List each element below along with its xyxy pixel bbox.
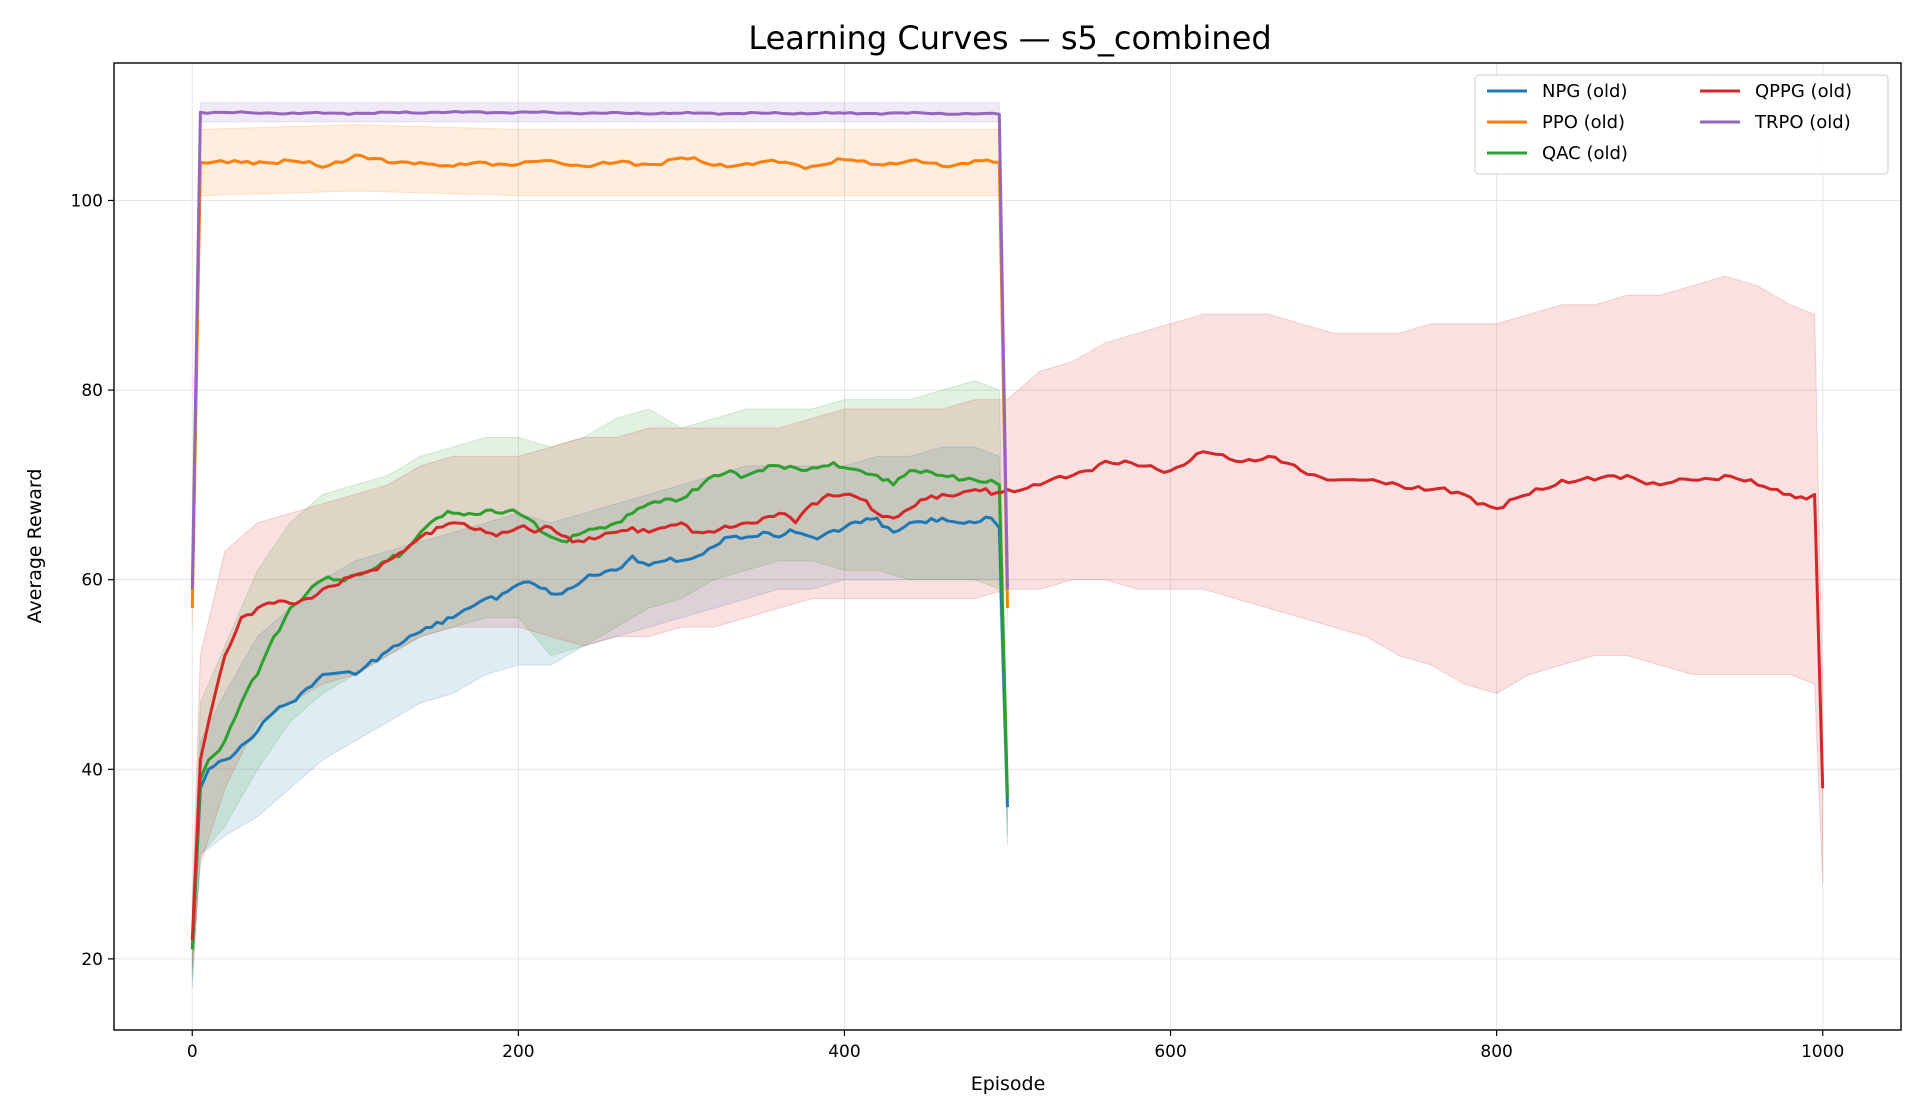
- line-trpo-old: [190, 110, 1009, 590]
- legend-label: TRPO (old): [1754, 112, 1851, 133]
- x-tick-label: 800: [1480, 1042, 1512, 1062]
- band-qppg-old: [191, 275, 1824, 969]
- line-ppo-old: [190, 153, 1009, 609]
- line-qac-old: [190, 461, 1009, 950]
- y-tick-label: 80: [81, 381, 103, 401]
- series-lines: [190, 110, 1825, 950]
- line-qppg-old: [190, 450, 1825, 940]
- x-axis-label: Episode: [971, 1073, 1046, 1095]
- y-tick-label: 100: [71, 191, 103, 211]
- y-tick-label: 60: [81, 571, 103, 591]
- line-npg-old: [190, 515, 1009, 950]
- band-qac-old: [191, 380, 1008, 978]
- legend: NPG (old) PPO (old) QAC (old) QPPG (old) TRP…: [1474, 74, 1889, 175]
- grid-layer: [114, 63, 1901, 1030]
- x-tick-label: 400: [828, 1042, 860, 1062]
- x-tick-label: 0: [187, 1042, 198, 1062]
- legend-label: PPO (old): [1542, 112, 1625, 133]
- band-ppo-old: [191, 124, 1008, 628]
- x-tick-label: 200: [502, 1042, 534, 1062]
- confidence-bands: [191, 102, 1824, 988]
- band-npg-old: [191, 446, 1008, 988]
- y-axis-label: Average Reward: [24, 469, 46, 624]
- x-tick-label: 600: [1154, 1042, 1186, 1062]
- axis-ticks: 0 200 400 600 800 1000 20 40 60 80 100: [71, 191, 1845, 1062]
- legend-label: QAC (old): [1542, 143, 1628, 164]
- legend-label: QPPG (old): [1755, 81, 1852, 102]
- x-tick-label: 1000: [1801, 1042, 1844, 1062]
- y-tick-label: 20: [81, 950, 103, 970]
- legend-box: [1474, 74, 1889, 175]
- legend-label: NPG (old): [1542, 81, 1627, 102]
- chart-title: Learning Curves — s5_combined: [748, 19, 1271, 57]
- y-tick-label: 40: [81, 760, 103, 780]
- plot-frame: [113, 62, 1902, 1031]
